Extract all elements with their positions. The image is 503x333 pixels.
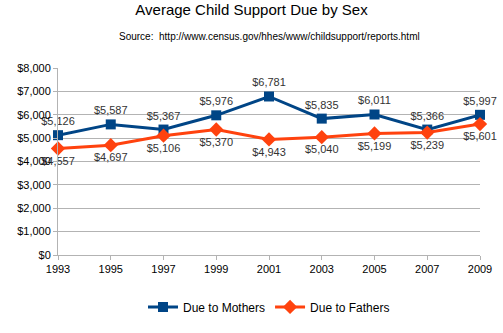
- svg-text:Source: http://www.census.gov: Source: http://www.census.gov/hhes/www/c…: [119, 31, 420, 42]
- svg-text:2007: 2007: [415, 263, 439, 275]
- svg-text:$6,000: $6,000: [17, 109, 51, 121]
- svg-text:$5,239: $5,239: [410, 139, 444, 151]
- svg-text:2005: 2005: [362, 263, 386, 275]
- svg-text:2001: 2001: [257, 263, 281, 275]
- svg-text:$5,367: $5,367: [147, 110, 181, 122]
- svg-text:$6,781: $6,781: [252, 76, 286, 88]
- svg-text:$6,011: $6,011: [358, 94, 391, 106]
- svg-text:2009: 2009: [468, 263, 492, 275]
- svg-text:$5,040: $5,040: [305, 143, 339, 155]
- svg-text:$3,000: $3,000: [17, 179, 51, 191]
- svg-text:1995: 1995: [99, 263, 123, 275]
- svg-text:$5,126: $5,126: [41, 115, 75, 127]
- svg-text:$5,370: $5,370: [199, 136, 233, 148]
- svg-text:$5,601: $5,601: [463, 130, 497, 142]
- svg-text:$5,587: $5,587: [94, 104, 128, 116]
- svg-text:$5,997: $5,997: [463, 95, 497, 107]
- svg-text:$2,000: $2,000: [17, 202, 51, 214]
- svg-text:$4,557: $4,557: [41, 155, 75, 167]
- svg-text:2003: 2003: [310, 263, 334, 275]
- svg-text:$4,943: $4,943: [252, 146, 286, 158]
- svg-text:Average Child Support Due by S: Average Child Support Due by Sex: [135, 1, 368, 18]
- svg-text:$0: $0: [39, 249, 51, 261]
- svg-text:$4,697: $4,697: [94, 151, 128, 163]
- svg-text:$5,835: $5,835: [305, 99, 339, 111]
- svg-text:1997: 1997: [151, 263, 175, 275]
- svg-text:$5,106: $5,106: [147, 142, 181, 154]
- svg-text:Due to Fathers: Due to Fathers: [310, 301, 389, 315]
- svg-text:$7,000: $7,000: [17, 85, 51, 97]
- svg-text:$5,000: $5,000: [17, 132, 51, 144]
- svg-text:$5,199: $5,199: [358, 140, 392, 152]
- svg-text:$5,366: $5,366: [410, 110, 444, 122]
- svg-text:$4,000: $4,000: [17, 155, 51, 167]
- svg-text:1999: 1999: [204, 263, 228, 275]
- svg-text:1993: 1993: [46, 263, 70, 275]
- svg-text:Due to Mothers: Due to Mothers: [183, 301, 265, 315]
- svg-text:$8,000: $8,000: [17, 62, 51, 74]
- svg-text:$5,976: $5,976: [199, 95, 233, 107]
- svg-text:$1,000: $1,000: [17, 225, 51, 237]
